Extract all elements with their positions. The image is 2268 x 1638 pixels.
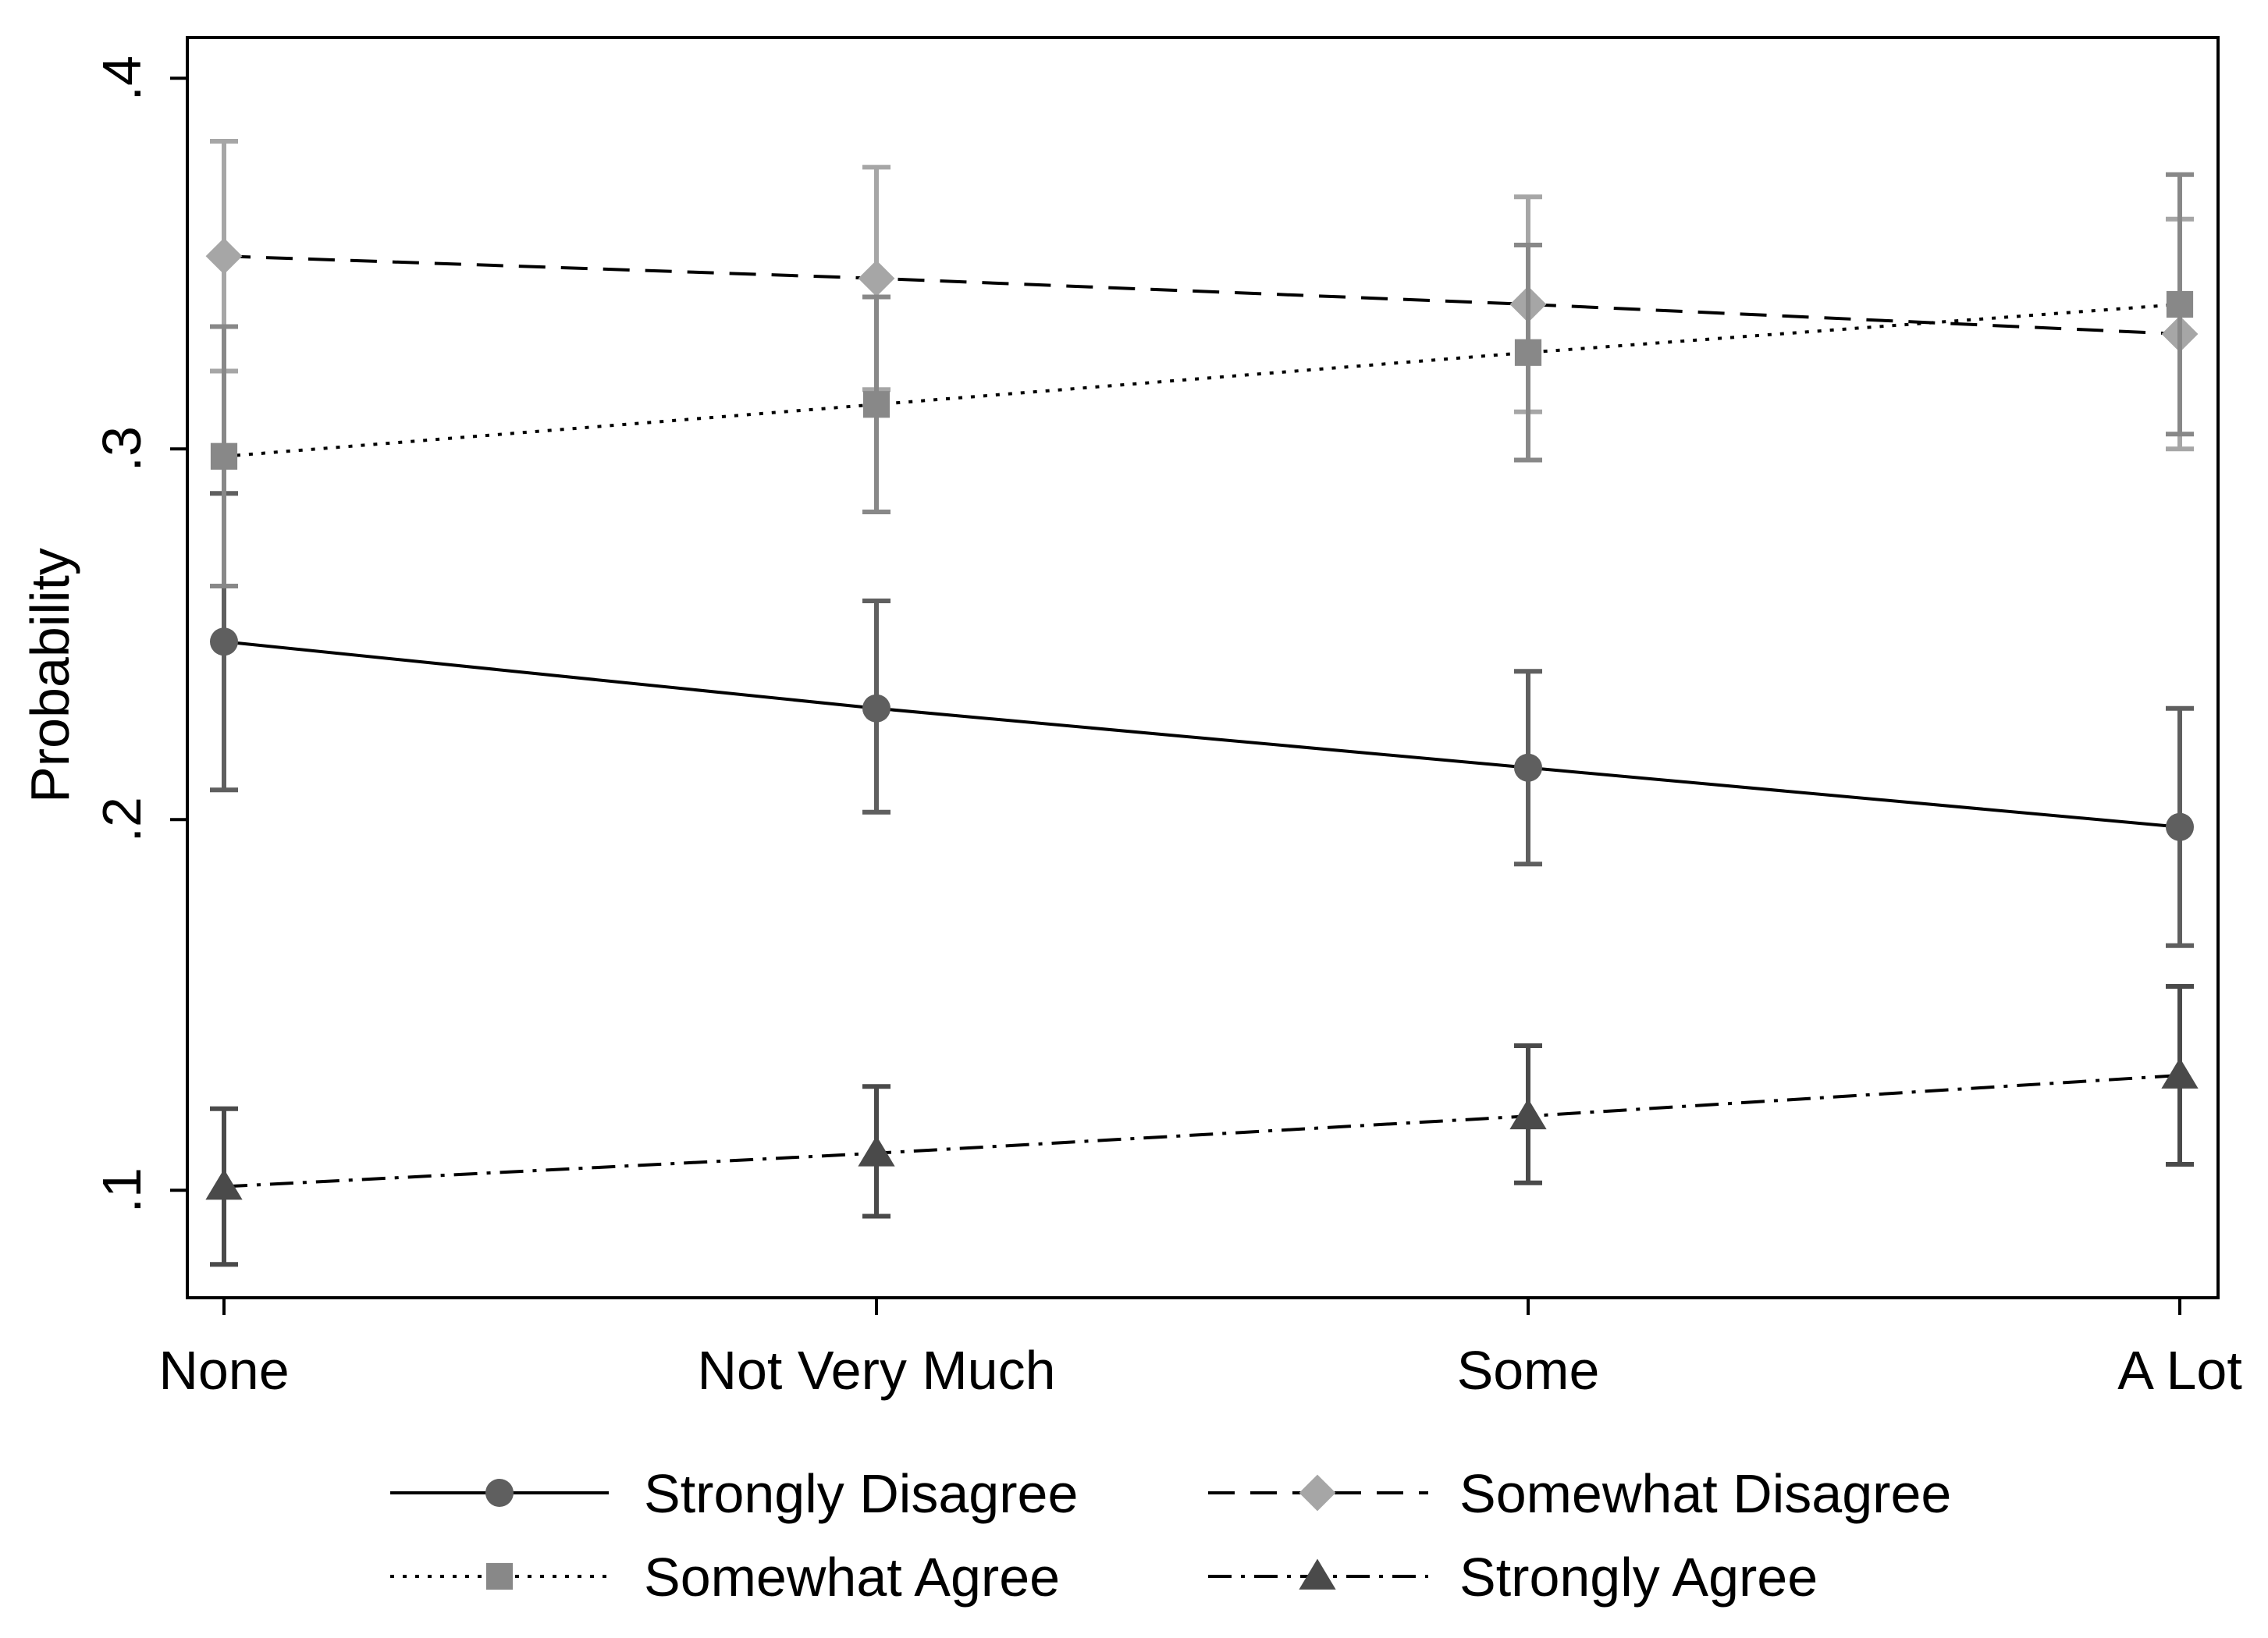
data-point-strongly-agree <box>858 1135 895 1167</box>
legend-item-strongly-disagree: Strongly Disagree <box>390 1463 1078 1524</box>
x-tick-label: A Lot <box>2117 1340 2242 1401</box>
y-tick-label: .4 <box>91 55 152 101</box>
x-tick-label: None <box>158 1340 289 1401</box>
series-line-somewhat-agree <box>223 303 2181 458</box>
data-point-somewhat-disagree <box>858 260 895 297</box>
legend-marker <box>1299 1474 1336 1512</box>
data-point-strongly-disagree <box>210 627 238 656</box>
y-tick-label: .1 <box>91 1167 152 1213</box>
data-point-strongly-disagree <box>2166 812 2194 841</box>
legend-label: Strongly Disagree <box>644 1463 1078 1524</box>
legend-item-somewhat-disagree: Somewhat Disagree <box>1208 1463 1951 1524</box>
axes: .1 .2 .3 .4 Probability None Not Very Much Some… <box>20 36 2242 1401</box>
data-point-somewhat-agree <box>862 391 890 418</box>
legend-item-somewhat-agree: Somewhat Agree <box>390 1547 1060 1608</box>
data-point-strongly-disagree <box>862 694 890 723</box>
plot-frame <box>186 36 2220 1299</box>
legend-marker <box>485 1562 514 1590</box>
legend-item-strongly-agree: Strongly Agree <box>1208 1547 1818 1608</box>
data-point-somewhat-agree <box>210 442 238 470</box>
legend-marker <box>485 1479 514 1507</box>
data-point-strongly-disagree <box>1514 753 1542 782</box>
data-point-somewhat-disagree <box>205 237 243 275</box>
plot-area <box>205 139 2199 1267</box>
data-point-somewhat-agree <box>1514 339 1542 366</box>
y-axis-title: Probability <box>20 548 80 803</box>
data-point-strongly-agree <box>1509 1098 1547 1130</box>
data-point-somewhat-agree <box>2166 290 2194 318</box>
y-tick-label: .2 <box>91 797 152 842</box>
y-tick-label: .3 <box>91 426 152 471</box>
x-tick-label: Some <box>1457 1340 1600 1401</box>
legend-label: Strongly Agree <box>1459 1547 1818 1608</box>
legend-marker <box>1299 1558 1336 1590</box>
series-line-strongly-agree <box>223 1074 2181 1189</box>
series-strongly-agree <box>205 984 2199 1267</box>
series-strongly-disagree <box>210 491 2194 948</box>
data-point-strongly-agree <box>205 1169 243 1200</box>
series-line-somewhat-disagree <box>223 254 2181 336</box>
legend-label: Somewhat Agree <box>644 1547 1060 1608</box>
x-tick-label: Not Very Much <box>697 1340 1055 1401</box>
legend-label: Somewhat Disagree <box>1459 1463 1951 1524</box>
series-line-strongly-disagree <box>223 640 2181 829</box>
data-point-strongly-agree <box>2161 1057 2199 1089</box>
legend: Strongly Disagree Somewhat Disagree Somewh… <box>390 1463 1951 1608</box>
series-somewhat-agree <box>210 172 2194 588</box>
